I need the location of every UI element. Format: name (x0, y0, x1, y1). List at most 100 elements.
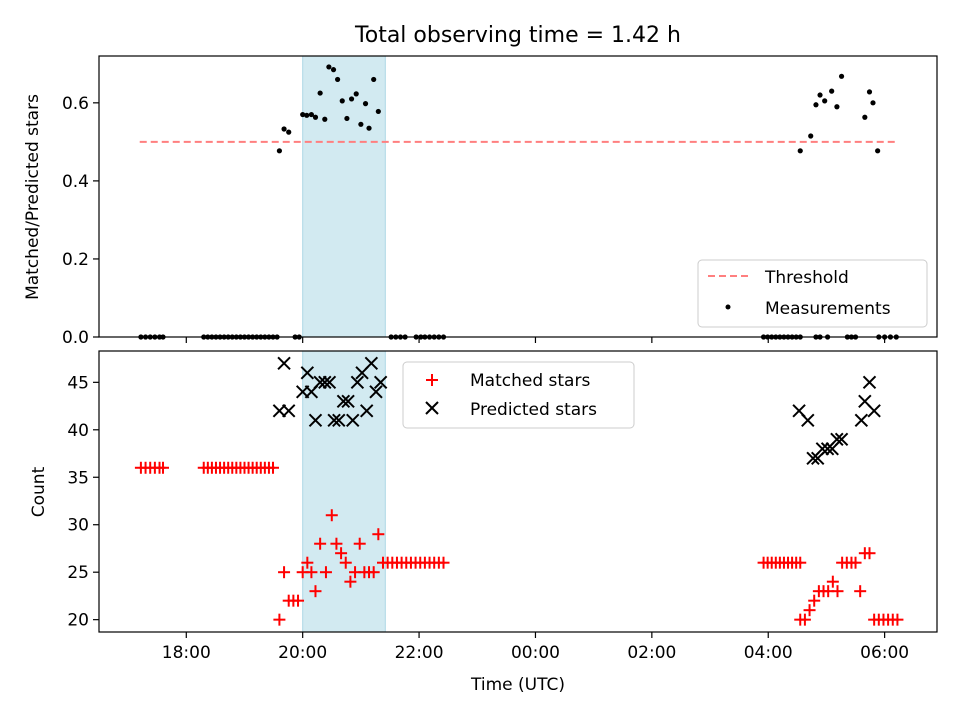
top-y-tick-label-3: 0.6 (62, 94, 89, 114)
bottom-series-0-point-85 (863, 547, 876, 560)
bottom-series-1-point-30 (854, 413, 869, 428)
bottom-series-1-point-15 (350, 375, 365, 390)
bottom-series-1-point-17 (359, 404, 374, 418)
bottom-series-0-point-39 (344, 575, 357, 588)
top-series-0-point-55 (344, 115, 350, 122)
top-series-0-point-89 (870, 100, 876, 106)
bottom-points-layer (134, 356, 904, 626)
top-legend: Threshold Measurements (697, 259, 928, 328)
x-tick-label-4: 02:00 (627, 643, 676, 663)
bottom-series-0-point-44 (367, 566, 380, 579)
bottom-y-tick-label-3: 35 (67, 468, 89, 488)
legend-measurements-marker (725, 304, 731, 310)
bottom-series-0-point-37 (335, 547, 348, 560)
bottom-series-1-point-6 (308, 413, 323, 428)
top-series-0-point-86 (838, 73, 845, 79)
bottom-series-0-point-41 (353, 537, 366, 550)
bottom-series-1-point-4 (300, 366, 315, 380)
top-axes-frame (98, 55, 938, 338)
bottom-series-0-point-35 (325, 509, 338, 522)
top-series-0-point-88 (866, 89, 873, 95)
bottom-series-0-point-78 (831, 585, 844, 598)
bottom-series-1-point-28 (830, 432, 844, 446)
bottom-series-0-point-24 (273, 613, 286, 626)
top-series-0-point-48 (312, 114, 319, 120)
bottom-axes-frame (98, 350, 938, 633)
top-series-0-point-56 (348, 96, 355, 102)
bottom-series-1-point-20 (373, 375, 388, 390)
x-tick-label-0: 18:00 (162, 643, 211, 663)
x-tick-label-1: 20:00 (278, 643, 327, 663)
bottom-series-0-point-72 (803, 604, 816, 617)
bottom-series-1-point-32 (862, 375, 877, 390)
bottom-series-0-point-59 (437, 556, 450, 569)
bottom-y-tick-label-4: 40 (67, 421, 89, 441)
top-series-0-point-45 (300, 111, 306, 118)
bottom-series-1-point-1 (277, 356, 291, 371)
top-panel: 0.0 0.2 0.4 0.6 Matched/Predicted stars Thr… (23, 55, 938, 348)
bottom-series-0-point-73 (808, 594, 821, 607)
top-series-0-point-42 (276, 148, 283, 154)
top-series-0-point-57 (353, 91, 359, 97)
top-y-tick-label-1: 0.2 (62, 250, 89, 270)
bottom-series-0-point-25 (278, 566, 291, 579)
bottom-y-tick-label-1: 25 (67, 563, 89, 583)
bottom-legend: Matched stars Predicted stars (402, 361, 635, 429)
bottom-series-0-point-82 (849, 556, 862, 569)
bottom-series-1-point-29 (834, 432, 849, 446)
bottom-panel: 20 25 30 35 40 45 18:00 20:00 22:00 00:00 02:00 04… (29, 350, 938, 695)
top-span-layer (302, 55, 386, 338)
bottom-series-0-point-91 (891, 613, 904, 626)
legend-matched-label: Matched stars (470, 371, 590, 391)
bottom-series-0-point-30 (301, 556, 314, 569)
bottom-series-1-point-11 (332, 413, 346, 428)
bottom-series-1-point-33 (867, 404, 881, 418)
top-y-tick-label-2: 0.4 (62, 172, 89, 192)
top-series-0-point-61 (371, 76, 377, 83)
bottom-series-1-point-14 (346, 413, 360, 428)
top-series-0-point-79 (797, 148, 803, 154)
bottom-series-0-point-5 (157, 461, 170, 474)
top-y-ticks: 0.0 0.2 0.4 0.6 (62, 94, 99, 348)
top-series-0-point-54 (339, 98, 345, 104)
top-series-0-point-53 (334, 76, 341, 83)
bottom-series-0-point-34 (319, 566, 332, 579)
bottom-series-1-point-25 (815, 442, 830, 456)
bottom-series-1-point-22 (801, 413, 815, 428)
legend-predicted-marker (425, 401, 439, 415)
top-series-0-point-50 (322, 116, 328, 122)
legend-predicted-label: Predicted stars (470, 400, 597, 420)
bottom-series-1-point-10 (327, 413, 341, 428)
bottom-y-tick-label-0: 20 (67, 611, 89, 631)
bottom-series-0-point-32 (309, 585, 322, 598)
bottom-series-1-point-12 (336, 394, 351, 409)
top-series-0-point-81 (813, 102, 819, 108)
top-series-0-point-83 (822, 98, 828, 104)
top-x-ticks (185, 337, 886, 343)
bottom-series-0-point-38 (339, 556, 352, 569)
top-series-0-point-87 (862, 114, 868, 120)
bottom-y-axis-label: Count (29, 466, 49, 517)
bottom-series-1-point-8 (318, 375, 332, 390)
bottom-x-ticks: 18:00 20:00 22:00 00:00 02:00 04:00 06:00 (162, 632, 909, 663)
top-series-0-point-51 (326, 64, 332, 70)
top-series-0-point-59 (362, 101, 369, 107)
top-observing-span (302, 55, 386, 338)
legend-threshold-label: Threshold (764, 268, 849, 288)
bottom-series-0-point-31 (305, 566, 318, 579)
bottom-y-tick-label-2: 30 (67, 516, 89, 536)
top-series-0-point-58 (358, 121, 364, 127)
top-series-0-point-80 (808, 133, 814, 139)
legend-matched-marker (426, 374, 438, 386)
chart-title: Total observing time = 1.42 h (354, 23, 681, 48)
top-series-0-point-46 (304, 112, 310, 118)
x-tick-label-3: 00:00 (511, 643, 560, 663)
bottom-y-ticks: 20 25 30 35 40 45 (67, 373, 99, 631)
top-series-0-point-84 (829, 88, 835, 94)
bottom-series-0-point-36 (330, 537, 343, 550)
bottom-y-tick-label-5: 45 (67, 373, 89, 393)
bottom-series-1-point-13 (341, 394, 355, 409)
bottom-series-0-point-28 (292, 594, 305, 607)
bottom-series-0-point-71 (798, 613, 811, 626)
